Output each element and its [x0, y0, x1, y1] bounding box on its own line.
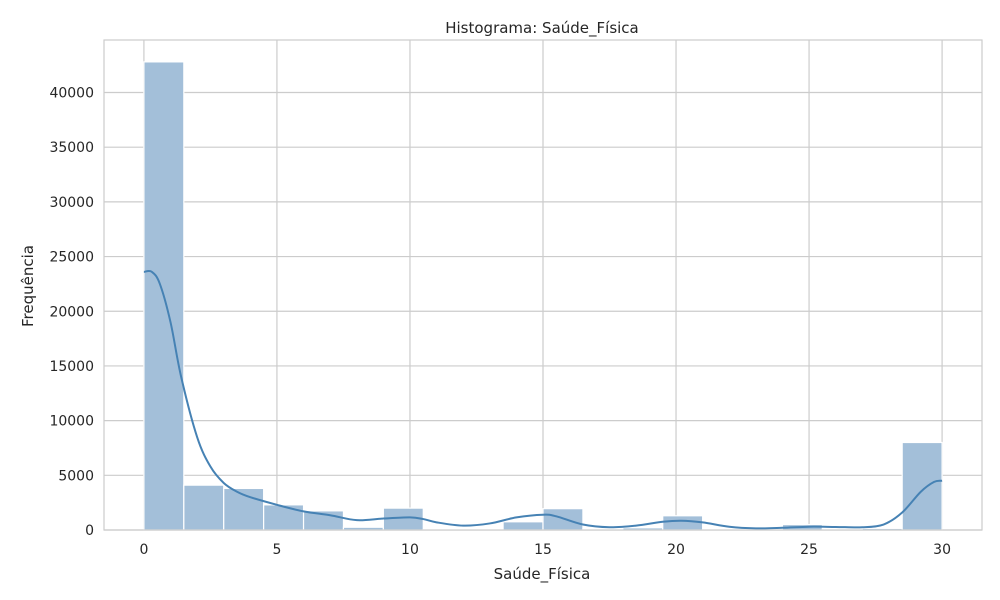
x-tick-labels: 0 5 10 15 20 25 30: [139, 542, 951, 558]
y-tick-label: 0: [85, 523, 94, 539]
plot-frame: [103, 39, 983, 531]
histogram-bar-1: [183, 484, 225, 531]
histogram-bars: [143, 61, 943, 531]
kde-line: [143, 269, 943, 530]
y-tick-label: 30000: [49, 195, 94, 211]
histogram-bar-19: [901, 441, 943, 531]
kde-curve-layer: [143, 269, 943, 530]
x-tick-label: 5: [272, 542, 281, 558]
x-axis-label: Saúde_Física: [494, 565, 591, 584]
y-tick-label: 40000: [49, 86, 94, 102]
x-tick-label: 25: [800, 542, 818, 558]
histogram-bar-13: [662, 515, 704, 531]
x-tick-label: 15: [534, 542, 552, 558]
y-tick-label: 35000: [49, 140, 94, 156]
y-tick-labels: 0 5000 10000 15000 20000 25000 30000 35000 40000: [49, 86, 94, 540]
y-tick-label: 5000: [58, 468, 94, 484]
y-tick-label: 20000: [49, 304, 94, 320]
chart-title: Histograma: Saúde_Física: [445, 19, 639, 38]
x-tick-label: 10: [401, 542, 419, 558]
y-tick-label: 10000: [49, 414, 94, 430]
y-tick-label: 25000: [49, 250, 94, 266]
x-tick-label: 30: [933, 542, 951, 558]
histogram-bar-3: [263, 504, 305, 531]
x-tick-label: 0: [139, 542, 148, 558]
y-axis-label: Frequência: [19, 245, 37, 327]
histogram-bar-9: [502, 521, 544, 531]
x-tick-label: 20: [667, 542, 685, 558]
y-tick-label: 15000: [49, 359, 94, 375]
